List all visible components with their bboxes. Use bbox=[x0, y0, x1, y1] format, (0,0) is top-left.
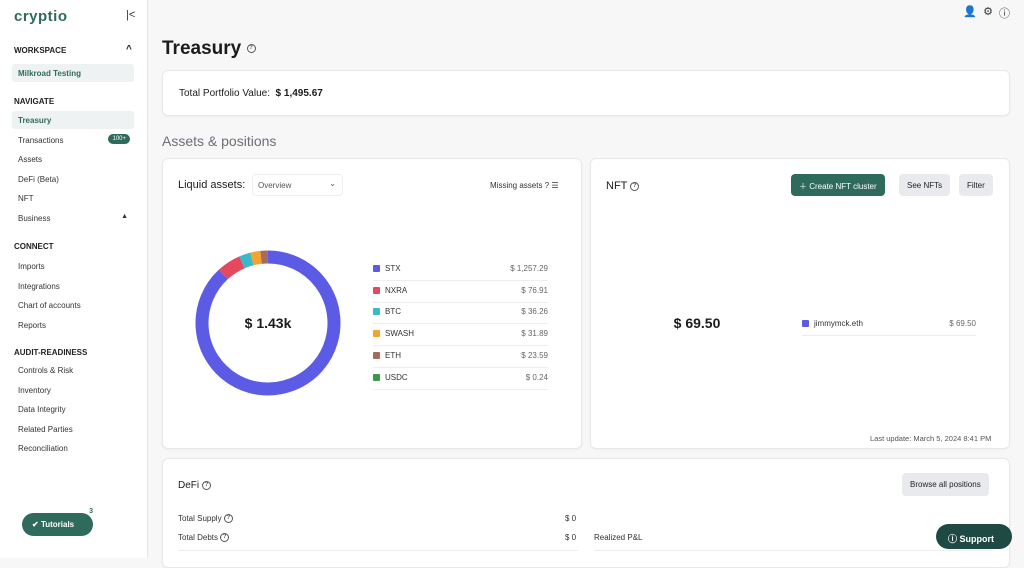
asset-legend-row: BTC $ 36.26 bbox=[373, 303, 548, 324]
checkbox[interactable] bbox=[373, 287, 380, 294]
donut-slice-nxra bbox=[223, 262, 242, 274]
browse-all-positions-button[interactable]: Browse all positions bbox=[902, 473, 989, 496]
total-supply-label: Total Supply ? bbox=[178, 514, 233, 523]
checkbox[interactable] bbox=[373, 330, 380, 337]
defi-title: DeFi ? bbox=[178, 480, 211, 491]
asset-legend-row: USDC $ 0.24 bbox=[373, 369, 548, 390]
checkbox[interactable] bbox=[373, 374, 380, 381]
asset-value: $ 31.89 bbox=[521, 329, 548, 338]
asset-value: $ 76.91 bbox=[521, 286, 548, 295]
asset-value: $ 1,257.29 bbox=[510, 264, 548, 273]
asset-name: BTC bbox=[385, 307, 401, 316]
see-nfts-button[interactable]: See NFTs bbox=[899, 174, 950, 196]
asset-name: SWASH bbox=[385, 329, 414, 338]
checkbox[interactable] bbox=[802, 320, 809, 327]
last-update: Last update: March 5, 2024 8:41 PM bbox=[870, 434, 991, 443]
asset-value: $ 23.59 bbox=[521, 351, 548, 360]
realized-pnl-label: Realized P&L bbox=[594, 533, 642, 542]
liquid-total: $ 1.43k bbox=[218, 315, 318, 331]
filter-button[interactable]: Filter bbox=[959, 174, 993, 196]
nft-title: NFT ? bbox=[606, 180, 639, 192]
total-debts-label: Total Debts ? bbox=[178, 533, 229, 542]
nft-legend-row: jimmymck.eth$ 69.50 bbox=[802, 315, 976, 336]
support-button[interactable]: ⓘ Support bbox=[936, 524, 1012, 549]
defi-card bbox=[162, 458, 1010, 568]
asset-value: $ 0.24 bbox=[526, 373, 548, 382]
asset-legend-row: SWASH $ 31.89 bbox=[373, 325, 548, 346]
asset-name: NXRA bbox=[385, 286, 407, 295]
asset-value: $ 36.26 bbox=[521, 307, 548, 316]
asset-name: ETH bbox=[385, 351, 401, 360]
checkbox[interactable] bbox=[373, 352, 380, 359]
total-debts-value: $ 0 bbox=[565, 533, 576, 542]
help-icon: ? bbox=[630, 182, 639, 191]
nft-total: $ 69.50 bbox=[647, 315, 747, 331]
asset-name: STX bbox=[385, 264, 401, 273]
asset-legend-row: STX $ 1,257.29 bbox=[373, 260, 548, 281]
total-supply-value: $ 0 bbox=[565, 514, 576, 523]
checkbox[interactable] bbox=[373, 308, 380, 315]
asset-name: USDC bbox=[385, 373, 408, 382]
asset-legend-row: NXRA $ 76.91 bbox=[373, 282, 548, 303]
checkbox[interactable] bbox=[373, 265, 380, 272]
nft-card bbox=[590, 158, 1010, 449]
donut-slice-swash bbox=[252, 257, 261, 259]
donut-slice-btc bbox=[242, 259, 252, 262]
create-nft-cluster-button[interactable]: ＋ Create NFT cluster bbox=[791, 174, 885, 196]
help-icon: ? bbox=[202, 481, 211, 490]
asset-legend-row: ETH $ 23.59 bbox=[373, 347, 548, 368]
